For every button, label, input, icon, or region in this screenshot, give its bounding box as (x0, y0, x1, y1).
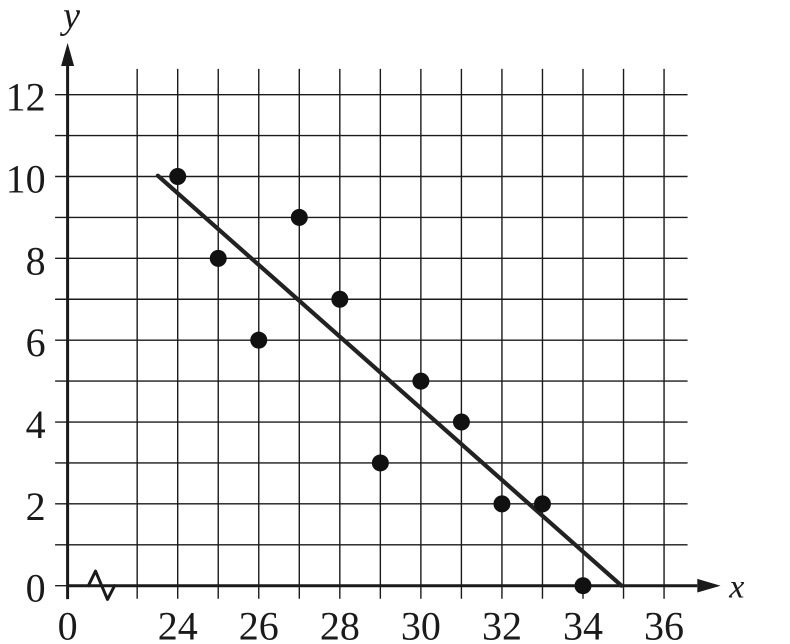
svg-text:10: 10 (6, 157, 46, 202)
svg-text:34: 34 (563, 604, 603, 644)
svg-text:28: 28 (320, 604, 360, 644)
svg-text:24: 24 (158, 604, 198, 644)
svg-text:4: 4 (26, 402, 46, 447)
svg-text:30: 30 (401, 604, 441, 644)
svg-text:36: 36 (644, 604, 684, 644)
svg-text:12: 12 (6, 75, 46, 120)
svg-text:0: 0 (26, 566, 46, 611)
svg-text:32: 32 (482, 604, 522, 644)
svg-text:x: x (728, 569, 744, 606)
svg-text:2: 2 (26, 484, 46, 529)
svg-text:y: y (59, 0, 80, 37)
svg-text:6: 6 (26, 320, 46, 365)
svg-text:0: 0 (58, 604, 78, 644)
svg-text:8: 8 (26, 238, 46, 283)
svg-text:26: 26 (239, 604, 279, 644)
